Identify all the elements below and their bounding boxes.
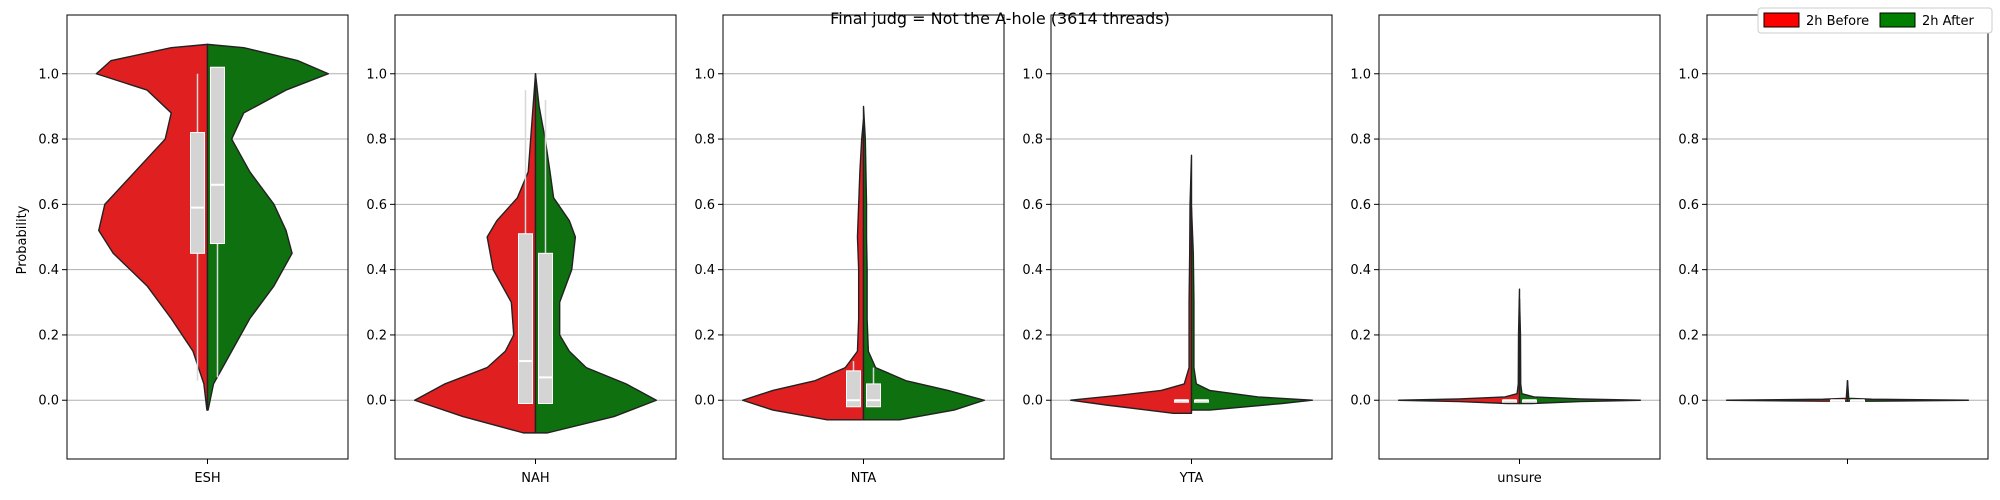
box-before xyxy=(190,132,205,254)
y-tick-label: 0.2 xyxy=(1022,328,1043,343)
panel-esh: 0.0 0.2 0.4 0.6 0.8 1.0 ESH xyxy=(38,14,349,486)
y-tick-label: 0.0 xyxy=(1678,394,1699,409)
legend-swatch-after xyxy=(1879,12,1916,28)
y-tick-label: 1.0 xyxy=(1678,67,1699,82)
y-tick-label: 0.4 xyxy=(1022,263,1043,278)
y-tick-label: 0.8 xyxy=(38,133,59,148)
y-tick-label: 0.0 xyxy=(1022,394,1043,409)
y-tick-label: 0.6 xyxy=(1022,198,1043,213)
y-tick-label: 0.2 xyxy=(1678,328,1699,343)
y-tick-label: 0.2 xyxy=(1350,328,1371,343)
y-tick-label: 0.0 xyxy=(694,394,715,409)
y-tick-label: 0.8 xyxy=(694,133,715,148)
box-before xyxy=(846,370,861,408)
y-tick-label: 0.2 xyxy=(38,328,59,343)
legend-frame xyxy=(1757,7,1993,34)
y-tick-label: 0.8 xyxy=(1678,133,1699,148)
panel-yta: 0.0 0.2 0.4 0.6 0.8 1.0 YTA xyxy=(1022,14,1333,486)
y-tick-label: 0.4 xyxy=(1350,263,1371,278)
box-after xyxy=(538,252,553,404)
panel-nah: 0.0 0.2 0.4 0.6 0.8 1.0 NAH xyxy=(366,14,677,486)
y-tick-label: 0.8 xyxy=(366,133,387,148)
chart-title: Final judg = Not the A-hole (3614 thread… xyxy=(830,9,1170,28)
y-tick-label: 0.6 xyxy=(1350,198,1371,213)
y-tick-label: 0.8 xyxy=(1022,133,1043,148)
y-tick-label: 1.0 xyxy=(1350,67,1371,82)
y-tick-label: 0.0 xyxy=(1350,394,1371,409)
x-category-label: NTA xyxy=(851,471,877,486)
y-tick-label: 0.0 xyxy=(366,394,387,409)
y-tick-label: 0.4 xyxy=(38,263,59,278)
legend-label-after: 2h After xyxy=(1922,14,1975,29)
x-category-label: unsure xyxy=(1497,471,1542,486)
x-category-label: NAH xyxy=(521,471,549,486)
y-tick-label: 0.0 xyxy=(38,394,59,409)
box-after xyxy=(210,66,225,245)
violin-after xyxy=(206,43,330,411)
box-before xyxy=(518,233,533,404)
violin-after xyxy=(862,105,986,421)
violin-before xyxy=(413,73,537,434)
violin-before xyxy=(1725,379,1849,402)
y-axis-label: Probability xyxy=(15,205,30,274)
y-tick-label: 1.0 xyxy=(38,67,59,82)
y-tick-label: 0.4 xyxy=(366,263,387,278)
box-after xyxy=(866,383,881,408)
y-tick-label: 0.2 xyxy=(366,328,387,343)
y-tick-label: 0.4 xyxy=(1678,263,1699,278)
y-tick-label: 1.0 xyxy=(366,67,387,82)
y-tick-label: 0.4 xyxy=(694,263,715,278)
violin-after xyxy=(534,73,658,434)
legend: 2h Before 2h After xyxy=(1757,7,1993,34)
x-category-label: ESH xyxy=(194,471,220,486)
y-tick-label: 0.6 xyxy=(694,198,715,213)
y-tick-label: 1.0 xyxy=(1022,67,1043,82)
legend-label-before: 2h Before xyxy=(1806,14,1869,29)
panel-nta: 0.0 0.2 0.4 0.6 0.8 1.0 NTA xyxy=(694,14,1005,486)
violin-before xyxy=(1397,288,1521,405)
y-tick-label: 0.6 xyxy=(1678,198,1699,213)
violin-after xyxy=(1518,298,1642,405)
legend-swatch-before xyxy=(1763,12,1800,28)
panel-unsure: 0.0 0.2 0.4 0.6 0.8 1.0 unsure xyxy=(1350,14,1661,486)
violin-after xyxy=(1846,379,1970,402)
y-tick-label: 0.6 xyxy=(38,198,59,213)
chart-panels: 0.0 0.2 0.4 0.6 0.8 1.0 ESH 0.0 0.2 0.4 0.6 0.8 1.0 N… xyxy=(38,14,1989,486)
violin-before xyxy=(95,43,209,411)
y-tick-label: 1.0 xyxy=(694,67,715,82)
y-tick-label: 0.2 xyxy=(694,328,715,343)
y-tick-label: 0.8 xyxy=(1350,133,1371,148)
x-category-label: YTA xyxy=(1179,471,1204,486)
panel-blank: 0.0 0.2 0.4 0.6 0.8 1.0 xyxy=(1678,14,1989,464)
violin-after xyxy=(1190,206,1314,411)
violin-before xyxy=(1069,154,1193,414)
y-tick-label: 0.6 xyxy=(366,198,387,213)
